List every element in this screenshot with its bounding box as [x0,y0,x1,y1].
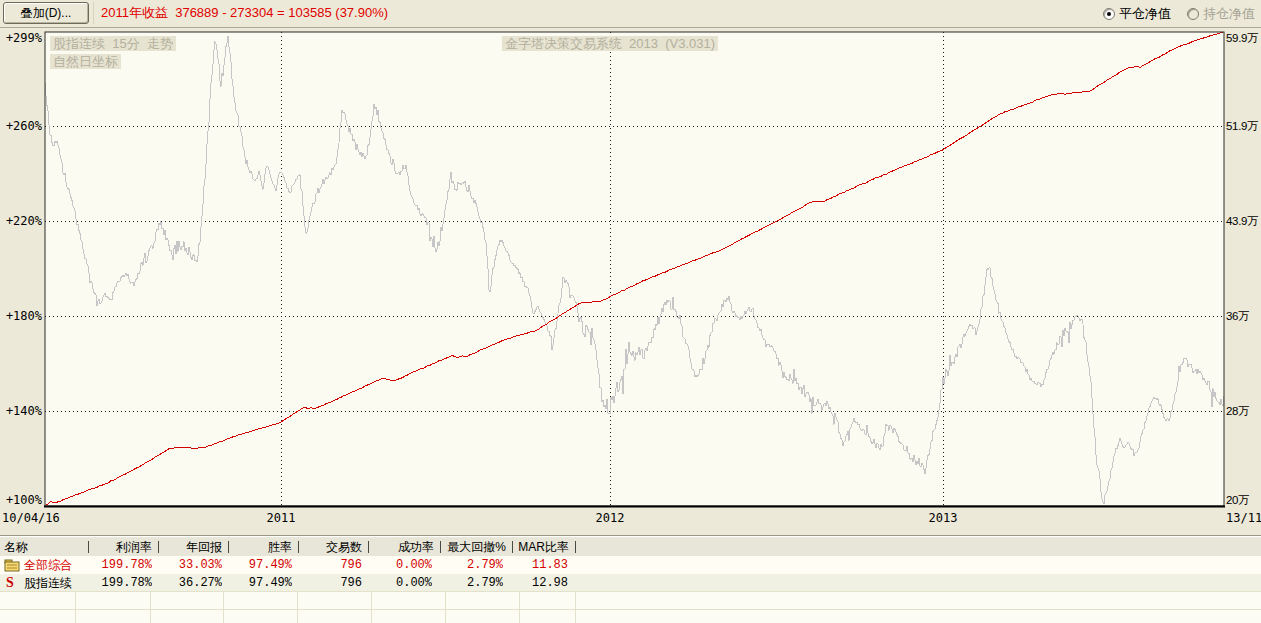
radio-closed-equity-label[interactable]: 平仓净值 [1119,5,1171,23]
col-header[interactable]: MAR比率 [516,538,569,556]
y-axis-right-label: 59.9万 [1226,31,1258,46]
grid-line [0,609,1261,610]
y-axis-left-label: +140% [0,404,42,418]
overlay-button[interactable]: 叠加(D)... [3,2,89,24]
y-axis-right-label: 43.9万 [1226,214,1258,229]
table-row[interactable]: S股指连续199.78%36.27%97.49%7960.00%2.79%12.… [0,574,1261,592]
grid-line [445,592,446,623]
row-value: 0.00% [352,574,432,592]
col-header[interactable]: 利润率 [92,538,152,556]
watermark-instrument: 股指连续 15分 走势 [50,36,176,51]
header-separator [88,541,89,553]
col-header[interactable]: 胜率 [232,538,292,556]
row-value: 97.49% [212,574,292,592]
row-value: 796 [282,574,362,592]
table-row[interactable]: 全部综合199.78%33.03%97.49%7960.00%2.79%11.8… [0,556,1261,574]
header-separator [368,541,369,553]
row-value: 12.98 [488,574,568,592]
equity-mode-radios: 平仓净值 持仓净值 [1103,0,1255,27]
y-axis-left-label: +100% [0,493,42,507]
x-axis-label: 2012 [596,511,625,525]
watermark-app-title: 金字塔决策交易系统 2013 (V3.031) [502,36,718,51]
col-header[interactable]: 名称 [4,538,28,556]
grid-line [223,592,224,623]
radio-open-equity[interactable]: 持仓净值 [1187,5,1255,23]
radio-unselected-icon[interactable] [1187,8,1199,20]
header-separator [440,541,441,553]
row-name[interactable]: 全部综合 [24,556,72,574]
backtest-report-window: { "topbar": { "overlay_button": "叠加(D)..… [0,0,1261,623]
header-separator [298,541,299,553]
x-axis-label: 2011 [267,511,296,525]
y-axis-right-label: 20万 [1226,493,1249,508]
x-axis-label: 2013 [929,511,958,525]
x-axis-label: 13/11/0 [1226,511,1261,525]
watermark-axis-mode: 自然日坐标 [50,54,121,69]
y-axis-right-label: 51.9万 [1226,119,1258,134]
row-value: 199.78% [72,556,152,574]
row-value: 33.03% [142,556,222,574]
y-axis-left-label: +180% [0,309,42,323]
header-separator [575,541,576,553]
radio-selected-icon[interactable] [1103,8,1115,20]
radio-open-equity-label[interactable]: 持仓净值 [1203,5,1255,23]
col-header[interactable]: 年回报 [162,538,222,556]
grid-line [75,592,76,623]
row-value: 97.49% [212,556,292,574]
row-value: 796 [282,556,362,574]
chart-area: 股指连续 15分 走势 自然日坐标 金字塔决策交易系统 2013 (V3.031… [0,28,1261,535]
col-header[interactable]: 交易数 [302,538,362,556]
grid-line [0,591,1261,592]
equity-chart [0,28,1261,535]
y-axis-left-label: +299% [0,31,42,45]
statistics-table: 名称利润率年回报胜率交易数成功率最大回撤%MAR比率全部综合199.78%33.… [0,538,1261,623]
grid-line [575,592,576,623]
y-axis-right-label: 36万 [1226,309,1249,324]
toolbar-separator [93,2,94,24]
header-separator [158,541,159,553]
col-header[interactable]: 成功率 [372,538,434,556]
row-value: 11.83 [488,556,568,574]
row-value: 199.78% [72,574,152,592]
row-value: 0.00% [352,556,432,574]
y-axis-left-label: +260% [0,119,42,133]
table-header-row: 名称 利润率年回报胜率交易数成功率最大回撤% MAR比率 [0,538,1261,556]
grid-line [297,592,298,623]
divider [0,535,1261,537]
profit-summary-text: 2011年收益 376889 - 273304 = 103585 (37.90%… [101,0,388,26]
y-axis-left-label: +220% [0,214,42,228]
col-header[interactable]: 最大回撤% [444,538,506,556]
grid-line [150,592,151,623]
grid-line [519,592,520,623]
y-axis-right-label: 28万 [1226,404,1249,419]
series-s-icon: S [6,574,14,592]
row-name[interactable]: 股指连续 [24,574,72,592]
toolbar: 叠加(D)... 2011年收益 376889 - 273304 = 10358… [0,0,1261,27]
header-separator [512,541,513,553]
x-axis-label: 10/04/16 [2,511,60,525]
plot-background [45,32,1224,506]
radio-closed-equity[interactable]: 平仓净值 [1103,5,1171,23]
grid-line [371,592,372,623]
composite-folder-icon [4,558,20,575]
row-value: 36.27% [142,574,222,592]
header-separator [228,541,229,553]
